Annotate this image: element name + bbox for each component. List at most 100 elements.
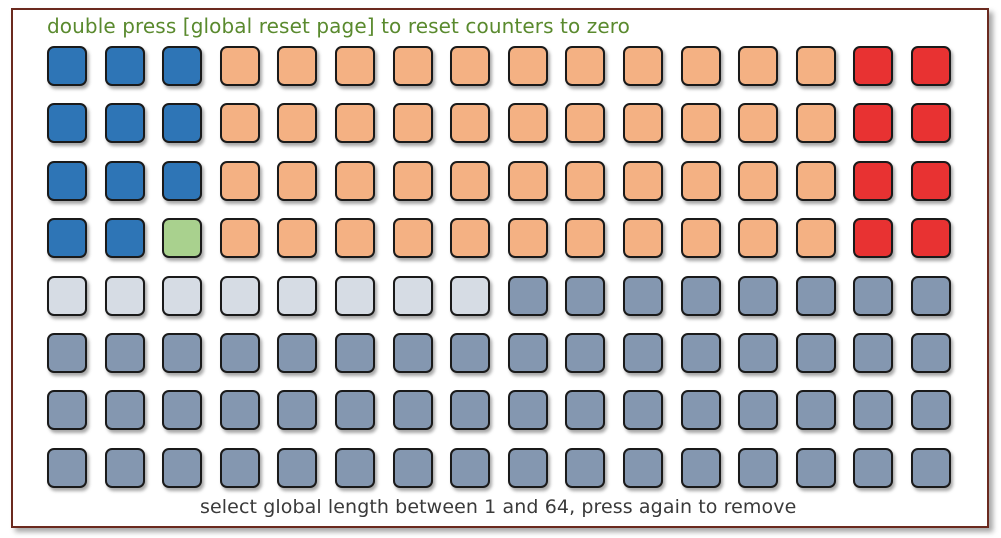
pad-button-r5-c2[interactable] [104, 275, 145, 316]
pad-button-r8-c16[interactable] [910, 447, 951, 488]
pad-button-r1-c4[interactable] [219, 46, 260, 86]
pad-button-r3-c3[interactable] [162, 160, 203, 201]
pad-button-r2-c16[interactable] [910, 103, 951, 144]
pad-button-r6-c10[interactable] [565, 332, 606, 373]
pad-button-r5-c8[interactable] [450, 275, 491, 316]
pad-button-r7-c3[interactable] [162, 390, 203, 431]
pad-button-r7-c5[interactable] [277, 390, 318, 431]
pad-button-r4-c2[interactable] [104, 218, 145, 259]
pad-button-r1-c2[interactable] [104, 46, 145, 86]
pad-button-r8-c13[interactable] [738, 447, 779, 488]
pad-button-r2-c12[interactable] [680, 103, 721, 144]
pad-button-r4-c3[interactable] [162, 218, 203, 259]
pad-button-r6-c11[interactable] [622, 332, 663, 373]
pad-button-r8-c15[interactable] [853, 447, 894, 488]
pad-button-r1-c1[interactable] [47, 46, 87, 86]
pad-button-r4-c6[interactable] [334, 218, 375, 259]
pad-button-r4-c12[interactable] [680, 218, 721, 259]
pad-button-r2-c8[interactable] [450, 103, 491, 144]
pad-button-r2-c14[interactable] [795, 103, 836, 144]
pad-button-r3-c16[interactable] [910, 160, 951, 201]
pad-button-r2-c2[interactable] [104, 103, 145, 144]
pad-button-r6-c12[interactable] [680, 332, 721, 373]
pad-button-r6-c7[interactable] [392, 332, 433, 373]
pad-button-r7-c7[interactable] [392, 390, 433, 431]
pad-button-r7-c13[interactable] [738, 390, 779, 431]
pad-button-r6-c13[interactable] [738, 332, 779, 373]
pad-button-r1-c11[interactable] [622, 46, 663, 86]
pad-button-r3-c10[interactable] [565, 160, 606, 201]
pad-button-r6-c16[interactable] [910, 332, 951, 373]
pad-button-r3-c12[interactable] [680, 160, 721, 201]
pad-button-r5-c14[interactable] [795, 275, 836, 316]
pad-button-r1-c3[interactable] [162, 46, 203, 86]
pad-button-r5-c11[interactable] [622, 275, 663, 316]
pad-button-r3-c2[interactable] [104, 160, 145, 201]
pad-button-r8-c10[interactable] [565, 447, 606, 488]
pad-button-r4-c1[interactable] [47, 218, 87, 259]
pad-button-r7-c15[interactable] [853, 390, 894, 431]
pad-button-r4-c13[interactable] [738, 218, 779, 259]
pad-button-r6-c2[interactable] [104, 332, 145, 373]
pad-button-r1-c13[interactable] [738, 46, 779, 86]
pad-button-r5-c9[interactable] [507, 275, 548, 316]
pad-button-r4-c8[interactable] [450, 218, 491, 259]
pad-button-r5-c12[interactable] [680, 275, 721, 316]
pad-button-r6-c6[interactable] [334, 332, 375, 373]
pad-button-r3-c11[interactable] [622, 160, 663, 201]
pad-button-r7-c10[interactable] [565, 390, 606, 431]
pad-button-r1-c14[interactable] [795, 46, 836, 86]
pad-button-r4-c9[interactable] [507, 218, 548, 259]
pad-button-r2-c4[interactable] [219, 103, 260, 144]
pad-button-r7-c2[interactable] [104, 390, 145, 431]
pad-button-r6-c5[interactable] [277, 332, 318, 373]
pad-button-r4-c14[interactable] [795, 218, 836, 259]
pad-button-r7-c6[interactable] [334, 390, 375, 431]
pad-button-r6-c8[interactable] [450, 332, 491, 373]
pad-button-r3-c5[interactable] [277, 160, 318, 201]
pad-button-r8-c8[interactable] [450, 447, 491, 488]
pad-button-r8-c6[interactable] [334, 447, 375, 488]
pad-button-r6-c4[interactable] [219, 332, 260, 373]
pad-button-r5-c3[interactable] [162, 275, 203, 316]
pad-button-r2-c1[interactable] [47, 103, 87, 144]
pad-button-r4-c11[interactable] [622, 218, 663, 259]
pad-button-r5-c15[interactable] [853, 275, 894, 316]
pad-button-r1-c15[interactable] [853, 46, 894, 86]
pad-button-r2-c15[interactable] [853, 103, 894, 144]
pad-button-r3-c1[interactable] [47, 160, 87, 201]
pad-button-r7-c11[interactable] [622, 390, 663, 431]
pad-button-r3-c8[interactable] [450, 160, 491, 201]
pad-button-r3-c13[interactable] [738, 160, 779, 201]
pad-button-r1-c8[interactable] [450, 46, 491, 86]
pad-button-r4-c16[interactable] [910, 218, 951, 259]
pad-button-r6-c15[interactable] [853, 332, 894, 373]
pad-button-r5-c5[interactable] [277, 275, 318, 316]
pad-button-r1-c6[interactable] [334, 46, 375, 86]
pad-button-r5-c16[interactable] [910, 275, 951, 316]
pad-button-r5-c1[interactable] [47, 275, 87, 316]
pad-button-r7-c1[interactable] [47, 390, 87, 431]
pad-button-r8-c9[interactable] [507, 447, 548, 488]
pad-button-r7-c8[interactable] [450, 390, 491, 431]
pad-button-r6-c1[interactable] [47, 332, 87, 373]
pad-button-r8-c1[interactable] [47, 447, 87, 488]
pad-button-r4-c15[interactable] [853, 218, 894, 259]
pad-button-r7-c12[interactable] [680, 390, 721, 431]
pad-button-r7-c16[interactable] [910, 390, 951, 431]
pad-button-r8-c5[interactable] [277, 447, 318, 488]
pad-button-r3-c15[interactable] [853, 160, 894, 201]
pad-button-r1-c12[interactable] [680, 46, 721, 86]
pad-button-r5-c10[interactable] [565, 275, 606, 316]
pad-button-r1-c10[interactable] [565, 46, 606, 86]
pad-button-r2-c7[interactable] [392, 103, 433, 144]
pad-button-r5-c7[interactable] [392, 275, 433, 316]
pad-button-r2-c5[interactable] [277, 103, 318, 144]
pad-button-r7-c9[interactable] [507, 390, 548, 431]
pad-button-r4-c10[interactable] [565, 218, 606, 259]
pad-button-r4-c5[interactable] [277, 218, 318, 259]
pad-button-r1-c7[interactable] [392, 46, 433, 86]
pad-button-r3-c7[interactable] [392, 160, 433, 201]
pad-button-r1-c5[interactable] [277, 46, 318, 86]
pad-button-r5-c4[interactable] [219, 275, 260, 316]
